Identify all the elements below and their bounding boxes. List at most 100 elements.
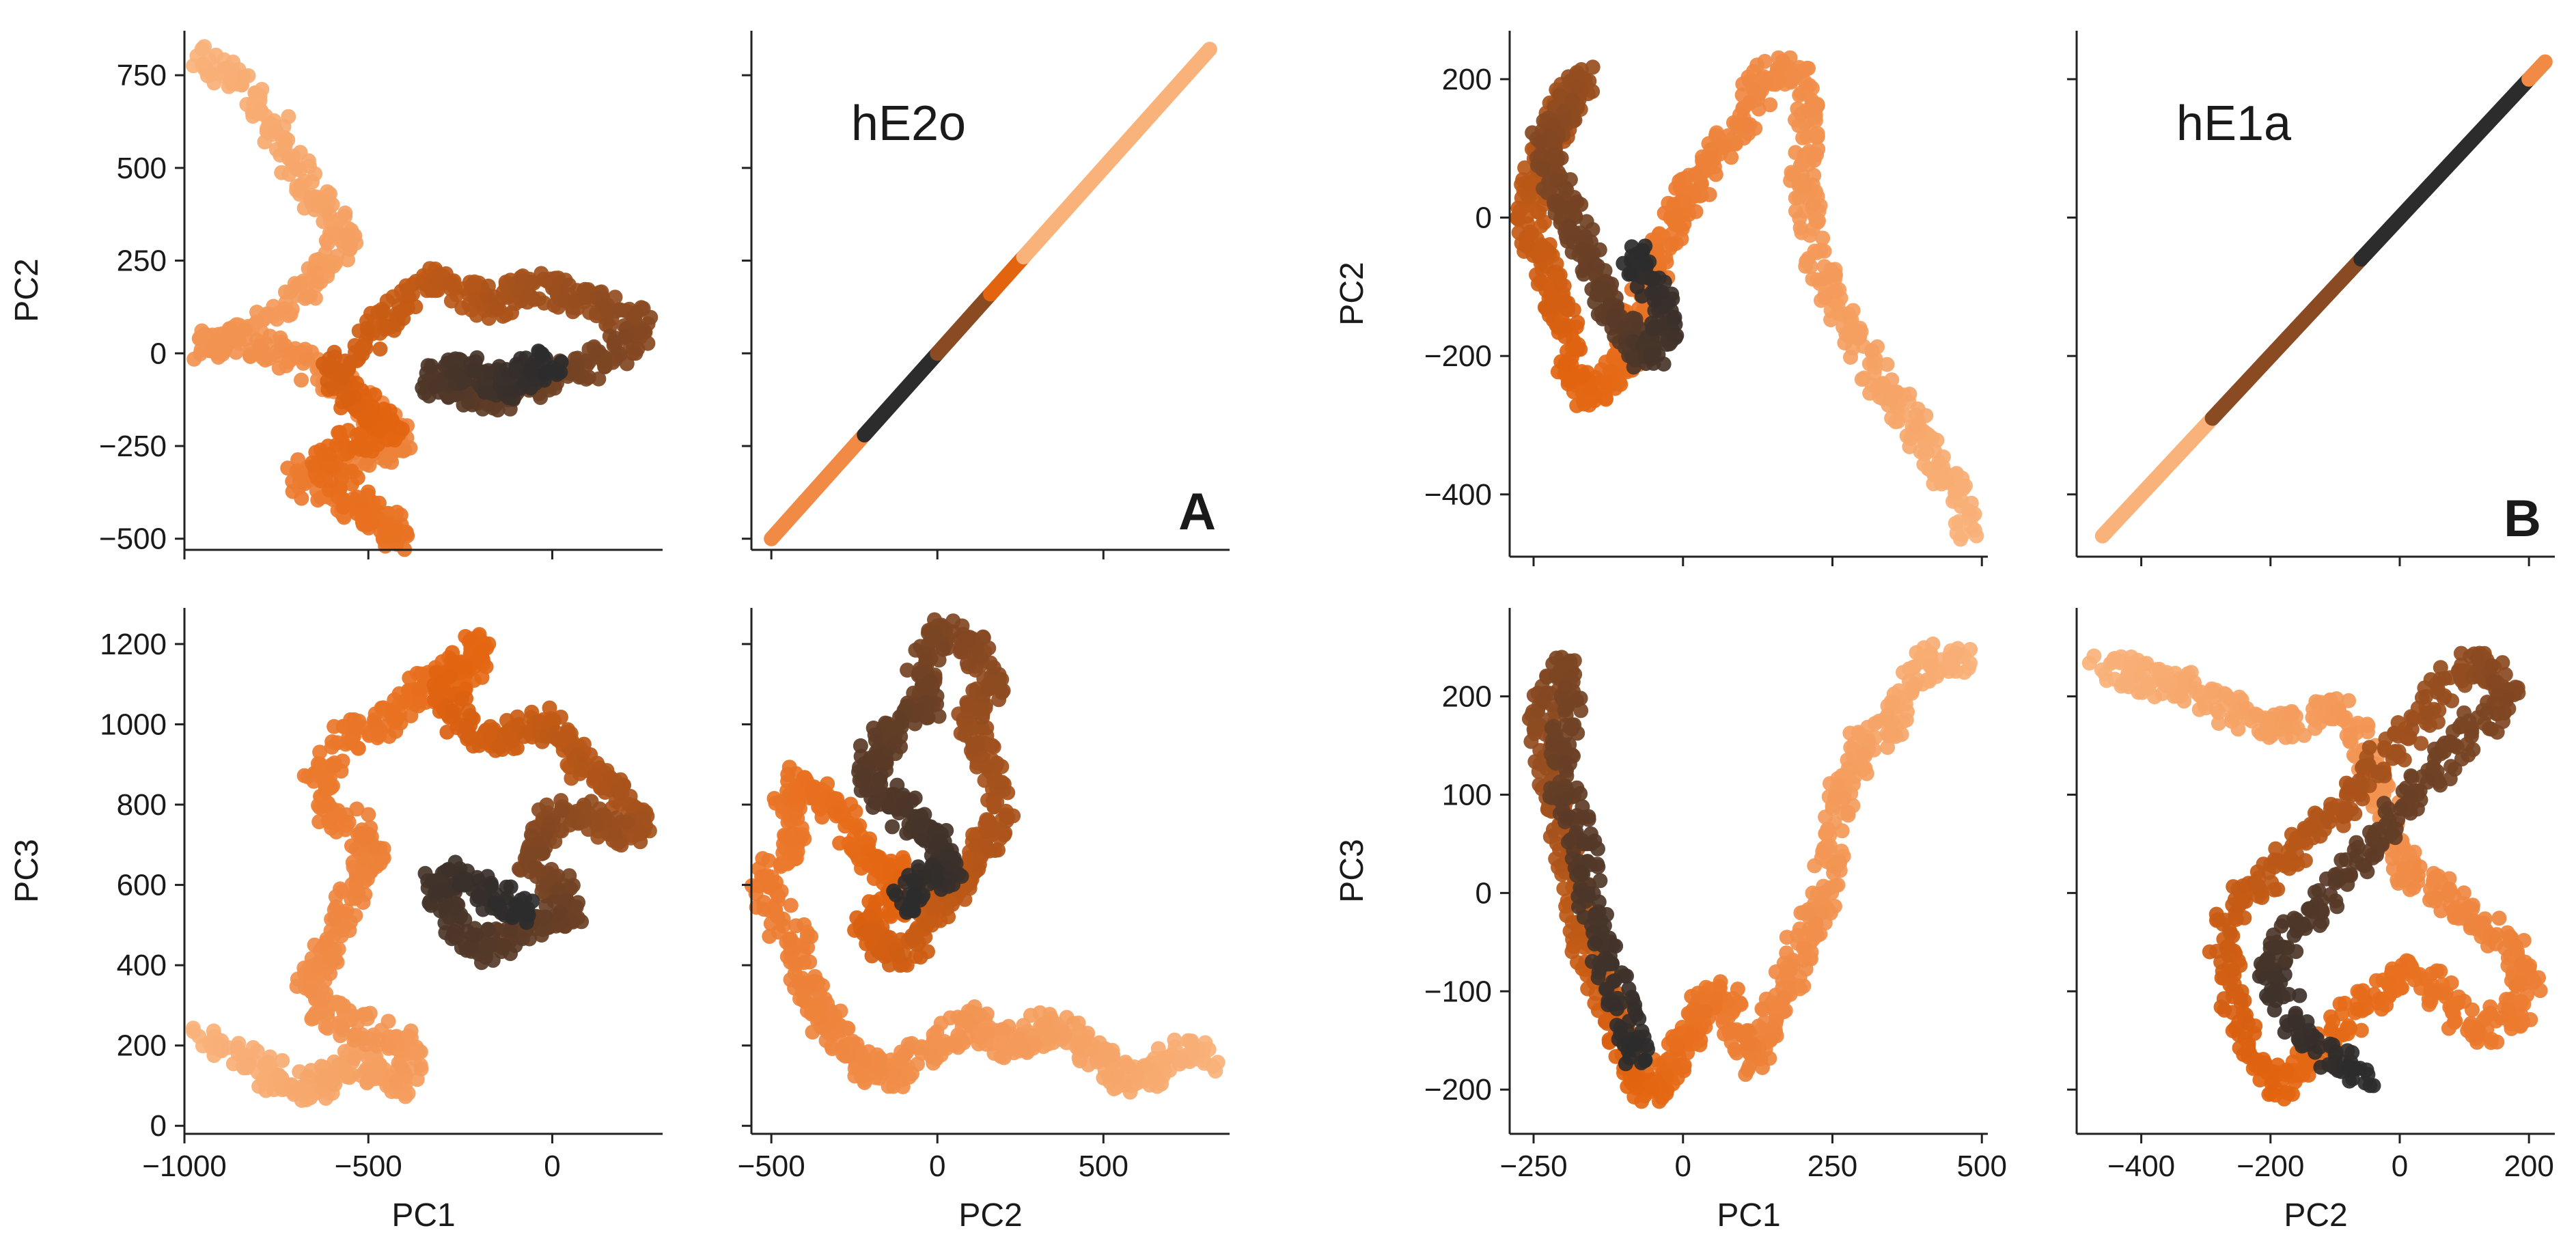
data-point bbox=[249, 1044, 265, 1059]
data-point bbox=[1664, 236, 1680, 252]
data-point bbox=[979, 814, 995, 830]
data-point bbox=[796, 955, 812, 971]
data-point bbox=[277, 301, 292, 317]
y-tick-label: 0 bbox=[150, 1109, 167, 1143]
data-point bbox=[294, 372, 309, 388]
data-point bbox=[1801, 902, 1816, 917]
x-tick-label: −500 bbox=[335, 1150, 402, 1183]
data-point bbox=[469, 892, 485, 908]
data-point bbox=[359, 320, 375, 336]
data-point bbox=[1790, 101, 1805, 117]
data-point bbox=[1909, 407, 1924, 423]
data-point bbox=[1805, 197, 1821, 212]
data-point bbox=[553, 364, 568, 380]
diagonal-segment-3 bbox=[2443, 71, 2537, 170]
data-point bbox=[1905, 683, 1920, 699]
data-point bbox=[337, 208, 353, 224]
data-point bbox=[1562, 219, 1577, 234]
data-point bbox=[898, 799, 913, 815]
data-point bbox=[524, 275, 540, 290]
data-point bbox=[329, 437, 344, 453]
data-point bbox=[495, 940, 510, 956]
data-point bbox=[1843, 350, 1858, 365]
data-point bbox=[294, 490, 309, 506]
data-point bbox=[997, 827, 1012, 843]
data-point bbox=[322, 253, 338, 269]
data-point bbox=[380, 517, 396, 533]
data-point bbox=[314, 1059, 329, 1074]
data-point bbox=[835, 1040, 851, 1055]
diagonal-segment-1 bbox=[857, 346, 945, 443]
data-point bbox=[262, 1057, 277, 1072]
data-point bbox=[252, 102, 268, 118]
data-point bbox=[783, 898, 799, 913]
data-point bbox=[518, 915, 534, 930]
data-point bbox=[439, 724, 455, 740]
data-point bbox=[362, 436, 378, 451]
data-point bbox=[531, 345, 547, 361]
data-point bbox=[366, 712, 382, 728]
data-point bbox=[885, 819, 900, 835]
data-point bbox=[312, 756, 328, 772]
data-point bbox=[358, 456, 374, 472]
data-point bbox=[441, 352, 456, 367]
data-point bbox=[1576, 266, 1592, 282]
y-axis-title: PC2 bbox=[9, 258, 45, 322]
data-point bbox=[794, 971, 810, 986]
data-point bbox=[1881, 714, 1897, 729]
data-point bbox=[322, 473, 338, 489]
data-point bbox=[281, 109, 296, 124]
data-point bbox=[1792, 220, 1808, 236]
data-point bbox=[1069, 1040, 1085, 1055]
data-point bbox=[491, 898, 507, 914]
data-point bbox=[589, 344, 605, 359]
data-point bbox=[630, 341, 646, 357]
data-point bbox=[320, 236, 335, 251]
data-point bbox=[1670, 218, 1686, 233]
data-point bbox=[768, 874, 784, 890]
data-point bbox=[489, 301, 505, 316]
data-point bbox=[959, 1014, 975, 1029]
data-point bbox=[376, 411, 392, 426]
data-point bbox=[380, 1014, 396, 1029]
data-point bbox=[1645, 272, 1661, 288]
data-point bbox=[225, 324, 240, 340]
data-point bbox=[1667, 309, 1682, 325]
data-point bbox=[783, 846, 799, 861]
data-point bbox=[441, 275, 457, 291]
data-point bbox=[297, 290, 313, 306]
data-point bbox=[427, 379, 443, 395]
x-tick-label: −1000 bbox=[142, 1150, 227, 1183]
data-point bbox=[348, 721, 364, 736]
data-point bbox=[1700, 152, 1716, 167]
diagonal-segment-2 bbox=[2353, 154, 2459, 267]
data-point bbox=[208, 47, 224, 63]
y-tick-label: 800 bbox=[117, 788, 167, 822]
data-point bbox=[486, 289, 502, 305]
x-tick-label: −500 bbox=[738, 1150, 805, 1183]
data-point bbox=[1828, 283, 1844, 299]
data-point bbox=[359, 1061, 374, 1077]
data-point bbox=[1510, 209, 1525, 225]
data-point bbox=[357, 337, 372, 353]
data-point bbox=[1208, 1063, 1223, 1079]
data-point bbox=[1596, 282, 1611, 298]
data-point bbox=[840, 814, 855, 830]
diagonal-segment-3 bbox=[983, 249, 1031, 302]
data-point bbox=[1779, 930, 1795, 945]
data-point bbox=[405, 286, 420, 302]
data-point bbox=[332, 807, 348, 823]
data-point bbox=[787, 790, 803, 806]
data-point bbox=[304, 984, 320, 1000]
data-point bbox=[587, 766, 603, 782]
data-point bbox=[811, 799, 827, 815]
data-point bbox=[1963, 495, 1979, 511]
data-point bbox=[289, 1083, 305, 1098]
data-point bbox=[281, 151, 296, 167]
data-point bbox=[1861, 734, 1876, 749]
data-point bbox=[1816, 259, 1832, 275]
data-point bbox=[424, 358, 439, 374]
